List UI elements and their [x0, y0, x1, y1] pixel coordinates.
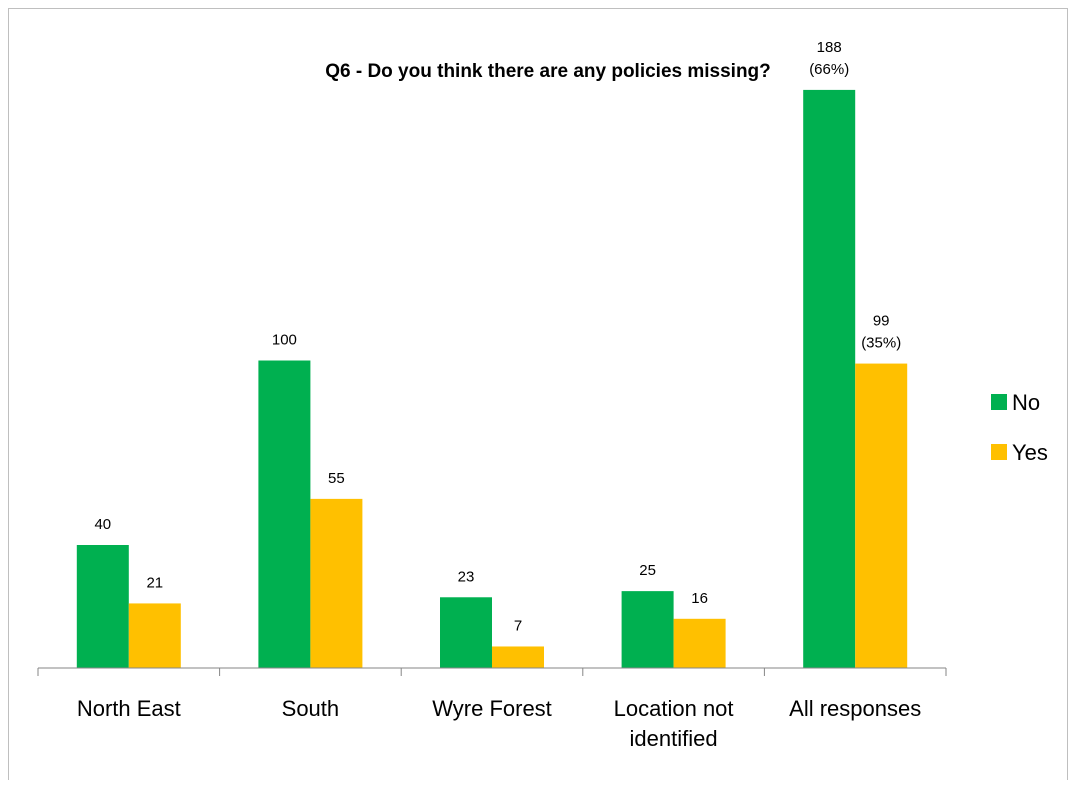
bar-yes-3: [673, 618, 726, 668]
data-label-yes-3: 16: [691, 590, 708, 607]
bar-yes-4: [855, 363, 908, 668]
data-label-no-3: 25: [639, 562, 656, 579]
bar-yes-0: [128, 603, 181, 668]
data-label-no-2: 23: [458, 568, 475, 585]
bar-yes-2: [492, 646, 544, 668]
chart-title: Q6 - Do you think there are any policies…: [325, 61, 771, 82]
data-label-yes-4-line1: (35%): [861, 335, 901, 352]
bar-no-1: [258, 360, 311, 668]
data-label-yes-0: 21: [146, 574, 163, 591]
bar-no-3: [621, 591, 674, 668]
x-tick-label-2: Wyre Forest: [432, 696, 552, 721]
legend-swatch-no: [991, 394, 1007, 410]
legend-swatch-yes: [991, 444, 1007, 460]
data-label-no-4-line0: 188: [817, 39, 842, 56]
chart-frame: [8, 8, 1068, 780]
bar-no-0: [76, 545, 129, 668]
data-label-yes-2: 7: [514, 617, 522, 634]
bar-no-4: [803, 89, 856, 668]
x-tick-label-3-line1: identified: [630, 726, 718, 751]
legend-label-no: No: [1012, 390, 1040, 415]
x-tick-label-3-line0: Location not: [614, 696, 734, 721]
data-label-no-0: 40: [94, 516, 111, 533]
data-label-no-4-line1: (66%): [809, 61, 849, 78]
data-label-no-1: 100: [272, 332, 297, 349]
data-label-yes-4-line0: 99: [873, 313, 890, 330]
legend-label-yes: Yes: [1012, 440, 1048, 465]
x-tick-label-1: South: [282, 696, 340, 721]
data-label-yes-1: 55: [328, 470, 345, 487]
x-tick-label-4: All responses: [789, 696, 921, 721]
bar-no-2: [440, 597, 492, 668]
bar-yes-1: [310, 498, 363, 668]
x-tick-label-0: North East: [77, 696, 181, 721]
